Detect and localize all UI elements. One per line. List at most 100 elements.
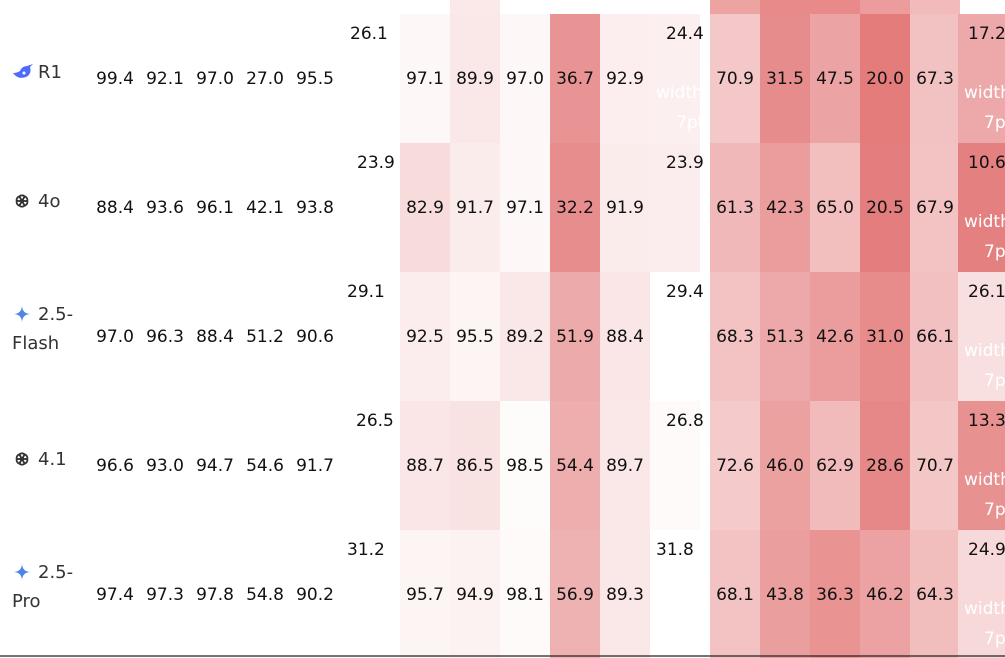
heatmap-value: 42.3: [766, 198, 804, 218]
model-label: 4o: [38, 191, 60, 212]
summary-cell: [650, 272, 700, 401]
heatmap-value: 89.3: [606, 585, 644, 605]
model-label: Pro: [12, 591, 41, 612]
heatmap-value: 62.9: [816, 456, 854, 476]
heatmap-value: 72.6: [716, 456, 754, 476]
heatmap-value: 93.8: [296, 198, 334, 218]
heatmap-cell: [910, 401, 960, 530]
heatmap-value: 99.4: [96, 69, 134, 89]
summary-cell: [958, 143, 1005, 272]
artifact-text: 7pt: [984, 629, 1005, 649]
heatmap-value: 51.9: [556, 327, 594, 347]
heatmap-cell: [500, 401, 550, 530]
heatmap-value: 67.3: [916, 69, 954, 89]
heatmap-value: 91.9: [606, 198, 644, 218]
heatmap-value: 92.5: [406, 327, 444, 347]
heatmap-cell: [400, 14, 450, 143]
heatmap-cell: [760, 401, 810, 530]
summary-value: 24.9: [968, 540, 1005, 560]
heatmap-cell: [860, 143, 910, 272]
heatmap-cell: [500, 272, 550, 401]
heatmap-value: 89.9: [456, 69, 494, 89]
heatmap-cell: [810, 14, 860, 143]
model-labels: R1 4o 2.5- Flash 4.1 2.5- Pro: [12, 62, 73, 612]
heatmap-value: 20.5: [866, 198, 904, 218]
heatmap-value: 88.4: [196, 327, 234, 347]
heatmap-value: 54.4: [556, 456, 594, 476]
summary-value: 26.8: [666, 411, 704, 431]
heatmap-value: 98.1: [506, 585, 544, 605]
heatmap-cell: [860, 14, 910, 143]
summary-value: 23.9: [666, 153, 704, 173]
heatmap-cell: [710, 14, 760, 143]
heatmap-value: 95.5: [456, 327, 494, 347]
openai-knot-icon: [15, 194, 29, 208]
heatmap-cell: [760, 14, 810, 143]
heatmap-cell-top-6: [910, 0, 960, 14]
summary-value: 29.4: [666, 282, 704, 302]
heatmap-value: 90.2: [296, 585, 334, 605]
heatmap-cell: [450, 401, 500, 530]
heatmap-value: 36.3: [816, 585, 854, 605]
heatmap-cell: [810, 401, 860, 530]
heatmap-value: 94.7: [196, 456, 234, 476]
heatmap-value: 88.7: [406, 456, 444, 476]
summary-value: 23.9: [357, 153, 395, 173]
heatmap-value: 97.1: [506, 198, 544, 218]
heatmap-cell: [550, 143, 600, 272]
summary-value: 26.1: [350, 24, 388, 44]
heatmap-value: 31.0: [866, 327, 904, 347]
heatmap-cell: [550, 272, 600, 401]
heatmap-cell: [600, 401, 650, 530]
heatmap-value: 54.6: [246, 456, 284, 476]
summary-cell: [958, 530, 1005, 658]
heatmap-value: 27.0: [246, 69, 284, 89]
summary-value: 31.2: [347, 540, 385, 560]
heatmap-cell: [810, 272, 860, 401]
summary-value: 29.1: [347, 282, 385, 302]
heatmap-cell: [600, 14, 650, 143]
artifact-text: 7pt: [984, 371, 1005, 391]
artifact-text: width: [964, 83, 1005, 103]
heatmap-value: 91.7: [296, 456, 334, 476]
summary-cell: [958, 14, 1005, 143]
deepseek-whale-icon: [13, 64, 33, 78]
heatmap-cell: [400, 401, 450, 530]
heatmap-value: 70.9: [716, 69, 754, 89]
heatmap-cell-top-4: [810, 0, 860, 14]
model-label: 2.5-: [38, 304, 73, 325]
heatmap-value: 97.0: [96, 327, 134, 347]
heatmap-cell-top-1: [450, 0, 500, 14]
heatmap-cell: [550, 530, 600, 658]
summary-value: 26.5: [356, 411, 394, 431]
artifact-text: width: [656, 83, 703, 103]
heatmap-value: 66.1: [916, 327, 954, 347]
heatmap-cell: [400, 143, 450, 272]
heatmap-cell: [760, 530, 810, 658]
heatmap-value: 98.5: [506, 456, 544, 476]
heatmap-value: 97.8: [196, 585, 234, 605]
heatmap-value: 92.1: [146, 69, 184, 89]
heatmap-value: 36.7: [556, 69, 594, 89]
heatmap-value: 28.6: [866, 456, 904, 476]
summary-cell: [650, 143, 700, 272]
heatmap-value: 92.9: [606, 69, 644, 89]
model-label: 4.1: [38, 449, 67, 470]
summary-value: 10.6: [968, 153, 1005, 173]
heatmap-value: 67.9: [916, 198, 954, 218]
heatmap-value: 97.3: [146, 585, 184, 605]
heatmap-value: 65.0: [816, 198, 854, 218]
heatmap-cell: [710, 272, 760, 401]
artifact-text: width: [964, 470, 1005, 490]
model-label: 2.5-: [38, 562, 73, 583]
heatmap-cell: [710, 143, 760, 272]
heatmap-cell: [600, 272, 650, 401]
heatmap-cell: [450, 530, 500, 658]
artifact-text: 7pt: [984, 113, 1005, 133]
heatmap-cell: [400, 272, 450, 401]
heatmap-value: 91.7: [456, 198, 494, 218]
heatmap-value: 96.6: [96, 456, 134, 476]
artifact-text: 7pt: [984, 500, 1005, 520]
heatmap-value: 46.0: [766, 456, 804, 476]
